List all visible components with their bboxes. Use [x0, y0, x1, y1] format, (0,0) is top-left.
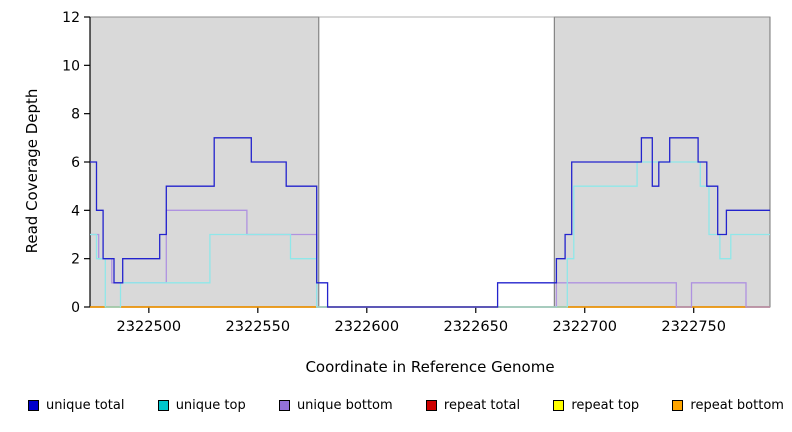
legend-label: repeat bottom	[690, 398, 784, 413]
y-axis-title: Read Coverage Depth	[23, 88, 41, 254]
legend-item-repeat-total: repeat total	[425, 398, 521, 413]
x-tick-label: 2322700	[552, 319, 617, 335]
x-tick-label: 2322500	[117, 319, 182, 335]
legend-swatch-unique-total	[28, 400, 39, 411]
legend-item-repeat-top: repeat top	[553, 398, 639, 413]
series-unique-top	[90, 161, 770, 308]
legend-swatch-repeat-top	[553, 400, 565, 411]
y-tick-label: 8	[71, 107, 80, 123]
legend-item-unique-total: unique total	[28, 398, 124, 413]
legend-swatch-repeat-bottom	[672, 400, 684, 411]
x-tick-label: 2322600	[335, 319, 400, 335]
y-tick-label: 0	[71, 300, 80, 316]
y-tick-label: 10	[62, 58, 80, 74]
x-tick-label: 2322750	[661, 319, 726, 335]
legend-swatch-unique-top	[157, 400, 169, 411]
legend-label: unique total	[46, 398, 125, 413]
y-tick-label: 4	[71, 203, 80, 219]
legend-swatch-repeat-total	[425, 400, 437, 411]
legend-label: repeat total	[443, 398, 521, 413]
legend-label: unique bottom	[296, 398, 393, 413]
legend-label: unique top	[175, 398, 246, 413]
y-tick-label: 6	[71, 155, 80, 171]
legend: unique total unique top unique bottom re…	[28, 398, 784, 413]
series-unique-total	[90, 137, 770, 308]
x-tick-label: 2322550	[226, 319, 291, 335]
x-tick-label: 2322650	[443, 319, 508, 335]
legend-item-repeat-bottom: repeat bottom	[672, 398, 784, 413]
legend-item-unique-bottom: unique bottom	[278, 398, 393, 413]
legend-swatch-unique-bottom	[278, 400, 290, 411]
y-tick-label: 12	[62, 10, 80, 26]
y-tick-label: 2	[71, 252, 80, 268]
x-axis-title: Coordinate in Reference Genome	[305, 358, 555, 376]
legend-item-unique-top: unique top	[157, 398, 246, 413]
legend-label: repeat top	[571, 398, 640, 413]
plot-area: 0 2 4 6 8 10 12 2322500 2322550 2322600 2322650 232…	[62, 10, 771, 335]
